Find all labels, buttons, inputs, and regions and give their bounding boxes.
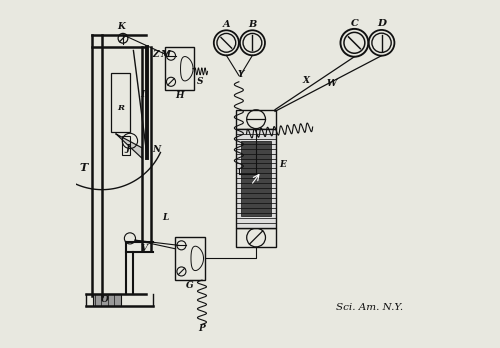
Text: K: K xyxy=(118,22,125,31)
Bar xyxy=(236,110,276,129)
Text: T: T xyxy=(80,161,88,173)
Text: A: A xyxy=(222,20,230,29)
Text: G: G xyxy=(186,281,194,290)
Text: J: J xyxy=(126,144,130,153)
Text: I: I xyxy=(140,90,144,99)
Text: Y: Y xyxy=(237,70,244,79)
Text: D: D xyxy=(377,19,386,29)
Bar xyxy=(175,237,205,280)
Text: O: O xyxy=(100,295,108,304)
Text: M: M xyxy=(160,50,170,59)
Bar xyxy=(242,141,271,216)
Bar xyxy=(236,228,276,247)
Text: C: C xyxy=(350,19,358,28)
Text: P: P xyxy=(198,324,205,333)
Text: H: H xyxy=(176,91,184,100)
Bar xyxy=(236,129,276,228)
Text: Sci. Am. N.Y.: Sci. Am. N.Y. xyxy=(336,303,404,313)
Bar xyxy=(164,47,194,90)
Text: B: B xyxy=(248,20,256,29)
Bar xyxy=(94,294,121,306)
Text: W: W xyxy=(326,79,337,88)
Text: L: L xyxy=(162,213,168,222)
Text: V: V xyxy=(140,244,147,253)
Text: S: S xyxy=(196,77,203,86)
Text: R: R xyxy=(117,104,124,112)
Text: Z: Z xyxy=(152,50,158,59)
Text: E: E xyxy=(279,160,286,169)
Text: N: N xyxy=(152,145,161,154)
Text: X: X xyxy=(302,76,309,85)
Bar xyxy=(122,136,130,155)
Polygon shape xyxy=(116,134,142,158)
Bar xyxy=(111,73,130,132)
